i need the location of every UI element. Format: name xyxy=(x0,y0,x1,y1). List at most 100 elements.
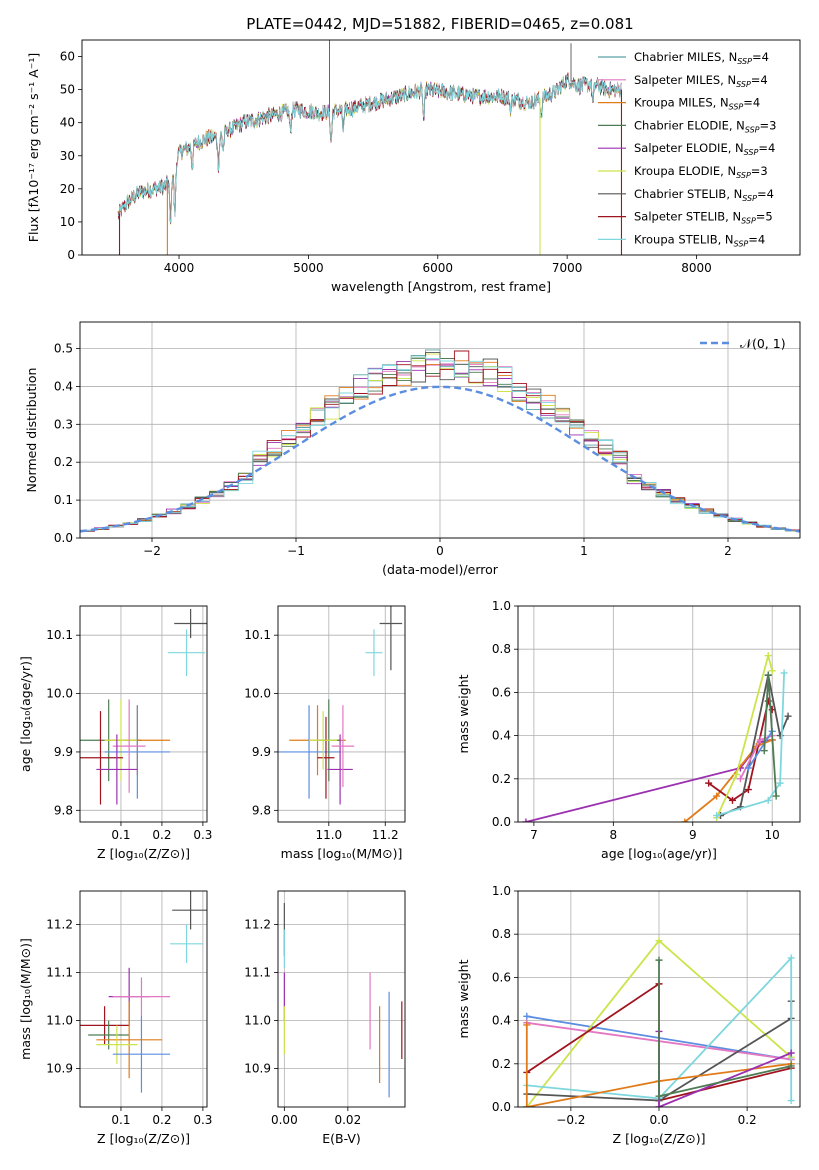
figure-title: PLATE=0442, MJD=51882, FIBERID=0465, z=0… xyxy=(246,15,633,33)
weight-line xyxy=(747,730,773,769)
grid xyxy=(278,891,405,1107)
y-tick-label: 0.6 xyxy=(492,970,511,984)
legend-entry: Salpeter MILES, NSSP=4 xyxy=(634,73,768,89)
x-tick-label: 5000 xyxy=(293,261,324,275)
error-point xyxy=(112,699,146,793)
panel-age_vs_Z: 0.1 0.2 0.3 9.8 9.9 10.0 10.1 Z [log₁₀(Z/Z⊙)] ag… xyxy=(18,605,212,861)
weight-marker xyxy=(760,747,768,755)
weight-marker xyxy=(523,1021,531,1029)
error-point xyxy=(278,705,341,799)
plot-area xyxy=(80,349,800,533)
y-tick-label: 11.1 xyxy=(46,966,73,980)
y-tick-label: 0.0 xyxy=(492,815,511,829)
y-axis-label: Flux [fλ10⁻¹⁷ erg cm⁻² s⁻¹ A⁻¹] xyxy=(26,53,41,242)
plot-area xyxy=(80,608,207,805)
y-tick-label: 1.0 xyxy=(492,884,511,898)
x-tick-label: 7000 xyxy=(552,261,583,275)
plot-area xyxy=(523,937,795,1107)
weight-line xyxy=(525,1024,792,1107)
x-tick-label: 0.3 xyxy=(193,828,212,842)
legend-entry: Chabrier MILES, NSSP=4 xyxy=(634,50,769,66)
x-tick-label: 0.3 xyxy=(193,1113,212,1127)
y-tick-label: 10 xyxy=(60,215,75,229)
x-tick-label: 8 xyxy=(610,828,618,842)
legend-entry: Salpeter ELODIE, NSSP=4 xyxy=(634,141,775,157)
x-tick-label: 0 xyxy=(436,544,444,558)
axes-frame xyxy=(79,605,208,823)
y-tick-label: 10.0 xyxy=(244,687,271,701)
error-point xyxy=(96,1025,138,1064)
weight-marker xyxy=(784,712,792,720)
panel-spectrum: 4000 5000 6000 7000 8000 0 10 20 30 40 50 60 wavelen… xyxy=(26,39,801,294)
x-tick-label: 0.0 xyxy=(649,1113,668,1127)
axes-frame xyxy=(277,890,406,1108)
weight-marker xyxy=(732,770,740,778)
x-tick-label: 7 xyxy=(530,828,538,842)
panel-mass_vs_EBV: 0.00 0.02 10.9 11.0 11.1 11.2 E(B-V) xyxy=(244,890,406,1146)
x-tick-label: 0.2 xyxy=(152,1113,171,1127)
weight-marker xyxy=(736,775,744,783)
error-point xyxy=(170,924,203,963)
y-tick-label: 0.8 xyxy=(492,927,511,941)
plot-area xyxy=(278,606,403,805)
x-tick-label: 0.2 xyxy=(152,828,171,842)
grid xyxy=(278,606,405,822)
error-point xyxy=(104,699,138,782)
y-tick-label: 0.2 xyxy=(492,1057,511,1071)
y-tick-label: 0.2 xyxy=(492,772,511,786)
panels: 4000 5000 6000 7000 80000102030405060wavelen… xyxy=(18,39,801,1146)
grid xyxy=(80,606,207,822)
legend-entry: 𝒩(0, 1) xyxy=(740,336,786,351)
weight-marker xyxy=(655,1092,663,1100)
error-point xyxy=(112,1015,171,1093)
axes-frame xyxy=(79,890,208,1108)
x-tick-label: 8000 xyxy=(681,261,712,275)
error-point xyxy=(80,1006,130,1045)
plot-area xyxy=(117,40,623,255)
weight-marker xyxy=(768,667,776,675)
weight-marker xyxy=(787,1097,795,1105)
axes-frame xyxy=(277,605,406,823)
axes-frame xyxy=(81,39,801,256)
x-tick-label: 2 xyxy=(724,544,732,558)
weight-marker xyxy=(744,786,752,794)
y-tick-label: 9.9 xyxy=(252,745,271,759)
y-tick-label: 0.1 xyxy=(54,493,73,507)
x-axis-label: E(B-V) xyxy=(322,1131,361,1146)
y-axis-label: age [log₁₀(age/yr)] xyxy=(18,656,33,772)
panel-weight_vs_Z: −0.2 0.0 0.2 0.0 0.2 0.4 0.6 0.8 1.0 Z [log₁₀(Z/Z… xyxy=(456,884,801,1146)
weight-line xyxy=(526,955,793,1101)
y-tick-label: 0.4 xyxy=(492,729,511,743)
x-tick-label: −1 xyxy=(287,544,305,558)
y-tick-label: 11.2 xyxy=(244,918,271,932)
histogram-step xyxy=(80,356,800,532)
legend-entry: Chabrier ELODIE, NSSP=3 xyxy=(634,118,776,134)
weight-marker xyxy=(713,792,721,800)
weight-marker xyxy=(764,796,772,804)
y-tick-label: 0.2 xyxy=(54,455,73,469)
weight-marker xyxy=(756,736,764,744)
y-tick-label: 0.4 xyxy=(54,379,73,393)
weight-marker xyxy=(728,796,736,804)
normal-curve xyxy=(80,385,800,533)
plot-area xyxy=(80,891,207,1093)
x-axis-label: age [log₁₀(age/yr)] xyxy=(601,846,717,861)
error-point xyxy=(174,608,207,639)
y-tick-label: 10.9 xyxy=(46,1062,73,1076)
weight-marker xyxy=(764,671,772,679)
x-tick-label: 10 xyxy=(765,828,780,842)
x-axis-label: (data-model)/error xyxy=(382,562,499,577)
y-tick-label: 11.0 xyxy=(46,1014,73,1028)
weight-marker xyxy=(780,669,788,677)
x-tick-label: 1 xyxy=(580,544,588,558)
weight-marker xyxy=(705,779,713,787)
grid xyxy=(518,605,800,823)
x-tick-label: 0.1 xyxy=(111,1113,130,1127)
y-axis-label: mass weight xyxy=(456,674,471,753)
error-point xyxy=(309,711,338,770)
y-tick-label: 10.0 xyxy=(46,687,73,701)
legend-entry: Kroupa MILES, NSSP=4 xyxy=(634,96,760,112)
x-axis-label: Z [log₁₀(Z/Z⊙)] xyxy=(97,846,190,861)
weight-marker xyxy=(655,956,663,964)
